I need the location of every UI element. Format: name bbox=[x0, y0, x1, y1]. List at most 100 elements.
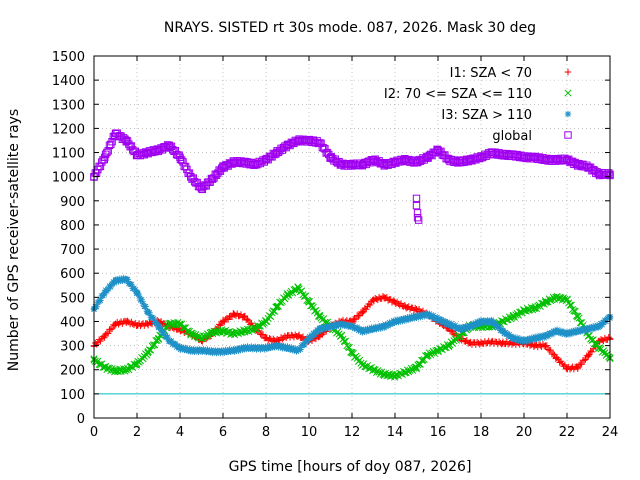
data-point bbox=[340, 337, 348, 345]
data-point bbox=[240, 158, 249, 166]
data-point bbox=[477, 339, 485, 347]
data-point bbox=[255, 322, 263, 330]
axes: 0 2 4 6 8 10 12 14 16 18 20 22 240100200300400500600… bbox=[52, 50, 618, 440]
x-tick-label: 0 bbox=[90, 425, 98, 440]
data-point bbox=[128, 281, 135, 288]
data-point bbox=[424, 311, 431, 318]
data-point bbox=[308, 332, 316, 340]
data-point bbox=[520, 307, 528, 315]
data-point bbox=[224, 316, 232, 323]
data-point bbox=[567, 301, 575, 309]
data-point bbox=[111, 129, 120, 137]
data-point bbox=[316, 325, 323, 332]
data-point bbox=[198, 347, 205, 354]
x-tick-label: 6 bbox=[219, 425, 227, 440]
data-point bbox=[461, 325, 468, 333]
data-point bbox=[97, 337, 104, 345]
data-point bbox=[369, 156, 378, 164]
data-point bbox=[402, 156, 410, 164]
data-point bbox=[295, 332, 302, 340]
data-point bbox=[262, 156, 270, 164]
data-point bbox=[315, 328, 322, 335]
data-point bbox=[273, 342, 280, 349]
x-tick-label: 8 bbox=[262, 425, 270, 440]
data-point bbox=[531, 342, 538, 349]
y-tick-label: 1400 bbox=[52, 74, 85, 89]
data-point bbox=[230, 329, 238, 338]
data-point bbox=[305, 136, 313, 145]
y-axis-label: Number of GPS receiver-satellite rays bbox=[6, 109, 22, 371]
data-point bbox=[284, 344, 291, 352]
data-point bbox=[107, 140, 115, 149]
data-point bbox=[348, 160, 356, 169]
data-point bbox=[108, 325, 116, 332]
data-point bbox=[262, 335, 270, 342]
data-point bbox=[488, 318, 495, 325]
data-point bbox=[359, 327, 366, 335]
data-point bbox=[434, 315, 442, 323]
data-point bbox=[279, 336, 286, 343]
data-point bbox=[230, 158, 238, 166]
data-point bbox=[133, 321, 141, 329]
y-tick-label: 1200 bbox=[52, 122, 85, 137]
data-point bbox=[588, 326, 596, 333]
data-point bbox=[467, 339, 474, 347]
data-point bbox=[195, 348, 202, 356]
data-point bbox=[294, 284, 302, 292]
data-point bbox=[402, 303, 409, 311]
data-point bbox=[144, 349, 152, 357]
series-global bbox=[90, 129, 614, 224]
data-point bbox=[459, 323, 467, 331]
data-point bbox=[344, 343, 352, 351]
data-point bbox=[316, 139, 324, 147]
data-point bbox=[541, 156, 550, 164]
y-tick-label: 1100 bbox=[52, 147, 85, 162]
data-point bbox=[482, 319, 490, 327]
data-point bbox=[369, 366, 378, 374]
data-point bbox=[301, 341, 308, 349]
data-point bbox=[165, 320, 173, 328]
data-point bbox=[101, 289, 108, 296]
data-point bbox=[477, 153, 485, 162]
data-point bbox=[531, 335, 538, 342]
data-point bbox=[445, 156, 453, 164]
data-point bbox=[274, 302, 283, 310]
data-point bbox=[273, 148, 281, 157]
data-point bbox=[161, 332, 169, 339]
data-point bbox=[312, 328, 320, 336]
data-point bbox=[101, 363, 109, 371]
data-point bbox=[589, 336, 597, 344]
data-point bbox=[552, 156, 560, 164]
data-point bbox=[498, 317, 507, 326]
data-point bbox=[164, 333, 171, 341]
data-point bbox=[219, 327, 227, 335]
x-tick-label: 18 bbox=[473, 425, 490, 440]
data-point bbox=[506, 331, 513, 338]
y-tick-label: 500 bbox=[60, 291, 85, 306]
data-point bbox=[172, 340, 179, 348]
data-point bbox=[123, 318, 130, 325]
data-point bbox=[337, 322, 344, 329]
data-point bbox=[219, 318, 227, 325]
data-point bbox=[103, 148, 111, 157]
data-point bbox=[176, 153, 184, 162]
data-point bbox=[380, 160, 388, 169]
data-point bbox=[362, 305, 370, 313]
data-point bbox=[503, 330, 510, 337]
data-point bbox=[574, 313, 582, 321]
data-point bbox=[584, 332, 593, 340]
data-point bbox=[585, 352, 592, 359]
x-tick-label: 2 bbox=[133, 425, 141, 440]
data-point bbox=[412, 363, 421, 371]
data-point bbox=[466, 156, 474, 164]
legend-marker bbox=[564, 68, 572, 76]
data-point bbox=[337, 160, 345, 169]
data-point bbox=[592, 324, 600, 332]
data-point bbox=[108, 280, 116, 288]
data-point bbox=[433, 314, 441, 321]
legend-label: I1: SZA < 70 bbox=[450, 66, 532, 81]
data-point bbox=[97, 297, 104, 304]
data-point bbox=[541, 298, 550, 306]
data-point bbox=[531, 153, 539, 162]
